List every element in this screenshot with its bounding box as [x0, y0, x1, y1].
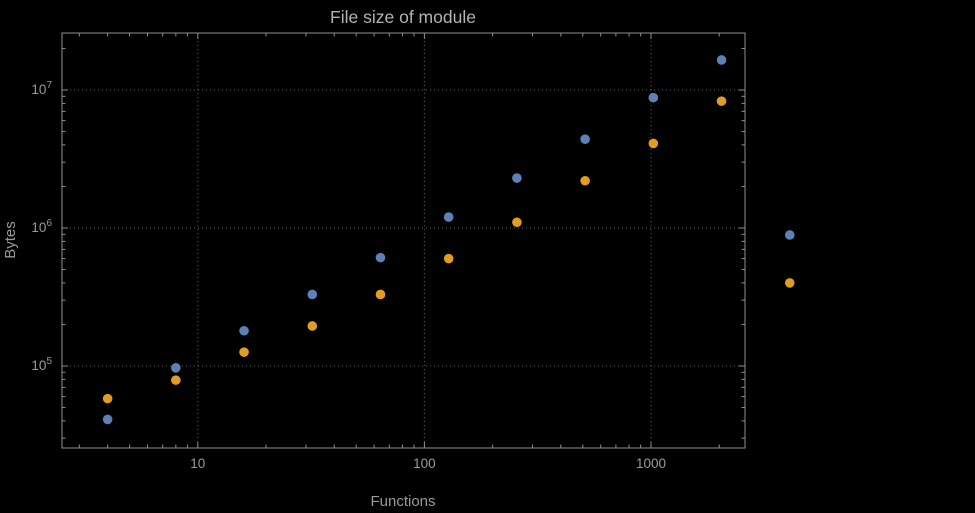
data-point-orange [171, 375, 181, 385]
data-point-blue [375, 252, 386, 263]
data-point-orange [580, 175, 590, 186]
data-point-blue [307, 289, 318, 300]
data-point-orange [512, 217, 522, 228]
data-point-blue [171, 363, 181, 373]
y-tick-label: 105 [31, 356, 52, 373]
data-point-blue [784, 230, 795, 240]
data-point-blue [580, 134, 590, 145]
x-tick-label: 10 [190, 456, 205, 471]
tick-labels-layer: 10 100 1000 105 106 107 [31, 80, 666, 471]
data-point-blue [443, 212, 454, 222]
plot-frame [61, 32, 746, 449]
data-points-layer [102, 55, 795, 425]
x-tick-label: 100 [413, 456, 436, 471]
data-point-orange [239, 347, 249, 357]
data-point-blue [102, 414, 113, 425]
data-point-blue [239, 325, 249, 336]
data-point-orange [648, 138, 659, 149]
data-point-orange [784, 278, 795, 288]
data-point-blue [716, 55, 727, 65]
chart-title: File size of module [330, 7, 476, 27]
data-point-orange [443, 253, 454, 264]
y-tick-label: 106 [31, 218, 52, 235]
data-point-blue [648, 92, 659, 103]
data-point-orange [716, 96, 727, 106]
y-tick-label: 107 [31, 80, 52, 97]
x-tick-label: 1000 [636, 456, 666, 471]
data-point-blue [512, 173, 522, 183]
ticks-layer [62, 33, 745, 448]
data-point-orange [102, 393, 113, 404]
y-axis-label: Bytes [2, 221, 19, 259]
x-axis-label: Functions [370, 493, 435, 510]
gridlines-layer [62, 33, 745, 448]
data-point-orange [375, 289, 386, 300]
data-point-orange [307, 321, 318, 331]
